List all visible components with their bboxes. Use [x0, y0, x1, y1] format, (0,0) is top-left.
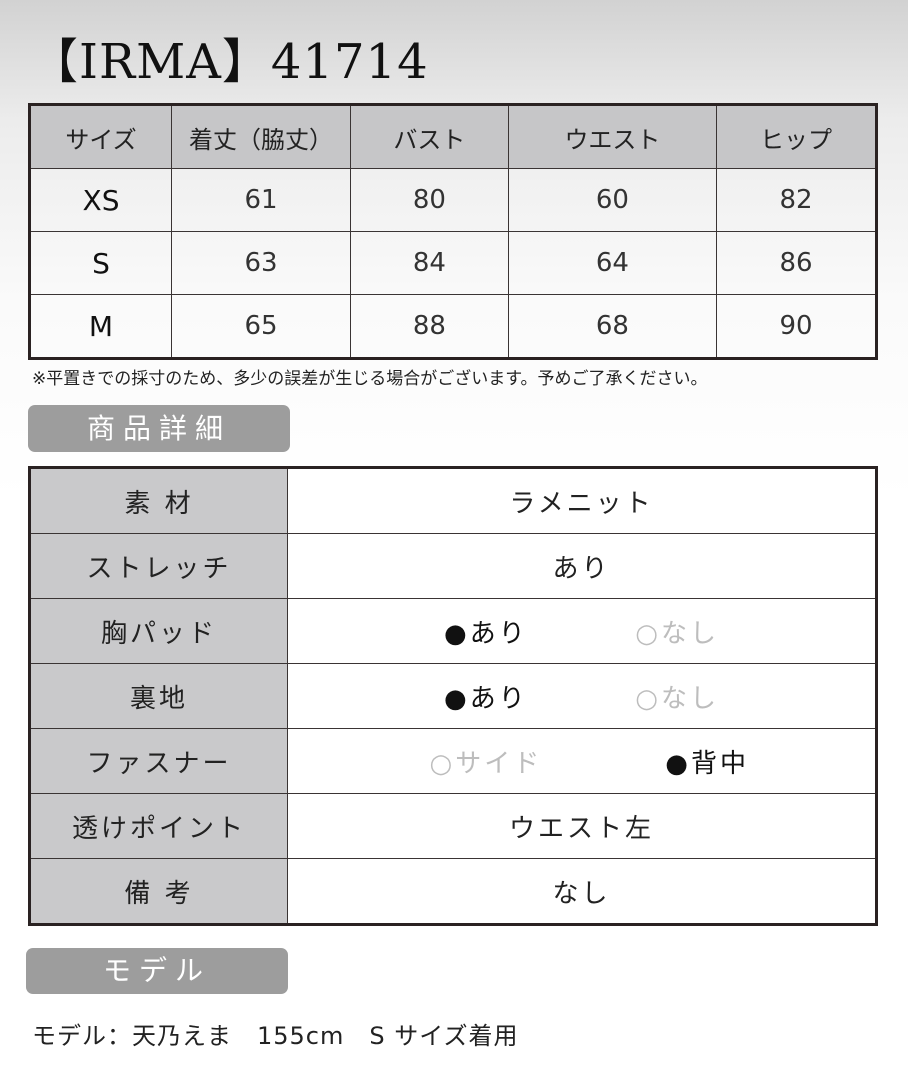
option-unselected: ○サイド [429, 748, 543, 779]
value-cell: 82 [716, 168, 877, 232]
product-title: 【IRMA】41714 [30, 34, 429, 90]
detail-key: ストレッチ [29, 533, 288, 599]
size-cell: XS [29, 168, 172, 232]
value-cell: 84 [350, 231, 509, 295]
table-row: ファスナー ○サイド ●背中 [29, 728, 877, 794]
details-table: 素 材 ラメニット ストレッチ あり 胸パッド ●あり ○なし 裏地 ●あり ○… [28, 466, 878, 926]
table-row: ストレッチ あり [29, 533, 877, 599]
size-cell: S [29, 231, 172, 295]
measurement-note: ※平置きでの採寸のため、多少の誤差が生じる場合がございます。予めご了承ください。 [32, 369, 708, 389]
detail-options: ●あり ○なし [287, 663, 877, 729]
table-row: 裏地 ●あり ○なし [29, 663, 877, 729]
details-section-label: 商品詳細 [28, 405, 290, 452]
header-cell: ウエスト [507, 104, 718, 169]
option-selected: ●あり [444, 683, 528, 714]
value-cell: 65 [171, 294, 351, 359]
size-table-header: サイズ 着丈（脇丈） バスト ウエスト ヒップ [29, 104, 877, 169]
table-row: M 65 88 68 90 [29, 294, 877, 359]
detail-options: ○サイド ●背中 [287, 728, 877, 794]
value-cell: 80 [350, 168, 509, 232]
option-selected: ●あり [444, 618, 528, 649]
size-table: サイズ 着丈（脇丈） バスト ウエスト ヒップ XS 61 80 60 82 S… [28, 103, 878, 360]
detail-key: 透けポイント [29, 793, 288, 859]
detail-value: なし [287, 858, 877, 925]
detail-key: 胸パッド [29, 598, 288, 664]
table-row: 胸パッド ●あり ○なし [29, 598, 877, 664]
table-row: 透けポイント ウエスト左 [29, 793, 877, 859]
value-cell: 68 [507, 294, 718, 359]
header-cell: 着丈（脇丈） [171, 104, 351, 169]
detail-key: 備 考 [29, 858, 288, 925]
model-section-label: モデル [26, 948, 288, 994]
option-unselected: ○なし [635, 618, 719, 649]
detail-value: ラメニット [287, 467, 877, 534]
detail-value: あり [287, 533, 877, 599]
header-cell: バスト [350, 104, 509, 169]
size-cell: M [29, 294, 172, 359]
header-cell: ヒップ [716, 104, 877, 169]
table-row: S 63 84 64 86 [29, 231, 877, 295]
model-info: モデル：天乃えま 155cm S サイズ着用 [32, 1022, 519, 1050]
table-row: XS 61 80 60 82 [29, 168, 877, 232]
detail-key: 素 材 [29, 467, 288, 534]
header-cell: サイズ [29, 104, 172, 169]
value-cell: 64 [507, 231, 718, 295]
value-cell: 90 [716, 294, 877, 359]
value-cell: 88 [350, 294, 509, 359]
value-cell: 86 [716, 231, 877, 295]
table-row: 素 材 ラメニット [29, 467, 877, 534]
detail-key: 裏地 [29, 663, 288, 729]
option-unselected: ○なし [635, 683, 719, 714]
value-cell: 63 [171, 231, 351, 295]
table-row: 備 考 なし [29, 858, 877, 925]
value-cell: 61 [171, 168, 351, 232]
option-selected: ●背中 [665, 748, 749, 779]
value-cell: 60 [507, 168, 718, 232]
detail-options: ●あり ○なし [287, 598, 877, 664]
detail-key: ファスナー [29, 728, 288, 794]
detail-value: ウエスト左 [287, 793, 877, 859]
